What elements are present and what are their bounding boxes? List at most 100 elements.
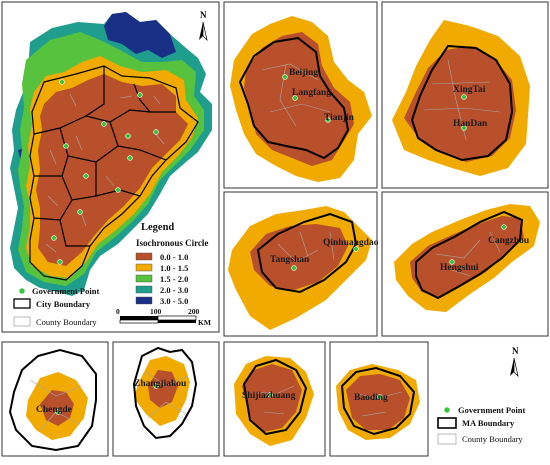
panel-tangshan: Qinhuangdao Tangshan: [223, 191, 379, 337]
legend-class-label: 3.0 - 5.0: [160, 296, 188, 306]
city-boundary-line: [61, 162, 97, 201]
government-point: [55, 409, 61, 415]
legend-swatch-4: [135, 296, 153, 305]
legend-class-label: 0.0 - 1.0: [160, 252, 188, 262]
north-arrow: N: [510, 346, 519, 378]
city-label: Tangshan: [270, 255, 310, 265]
north-label: N: [200, 10, 207, 20]
government-point: [63, 143, 69, 149]
iso-band-0to1: [250, 224, 348, 290]
legend-county-boundary: County Boundary: [462, 434, 523, 444]
government-point: [153, 383, 159, 389]
iso-band-0to1: [244, 32, 354, 166]
government-point: [449, 259, 455, 265]
county-boundary-lines: [435, 231, 501, 277]
ma-boundary: [8, 348, 97, 452]
city-boundary-line: [133, 83, 151, 113]
ma-boundary: [256, 212, 358, 294]
legend-title: Legend: [141, 222, 174, 233]
scale-tick: 100: [150, 307, 162, 316]
panel-cangzhou-hengshui: Cangzhou Hengshui: [381, 191, 549, 337]
iso-band-0to1: [148, 370, 178, 408]
iso-band-0to1: [410, 216, 524, 298]
city-label: Hengshui: [440, 263, 479, 273]
legend-government-point-icon: [443, 406, 451, 414]
city-label: Chengde: [36, 405, 72, 415]
scale-unit: KM: [198, 318, 211, 327]
legend-city-boundary-icon: [13, 298, 31, 309]
city-label: Qinhuangdao: [323, 238, 379, 248]
city-boundary-line: [109, 121, 167, 161]
legend-swatch-0: [135, 252, 153, 261]
north-arrow: N: [199, 10, 208, 42]
legend-government-point-icon: [18, 287, 26, 295]
ma-boundary: [340, 366, 416, 436]
iso-band-3to5: [104, 12, 176, 58]
bottom-legend: N Government Point MA Boundary County Bo…: [437, 346, 525, 445]
government-point: [101, 121, 107, 127]
ma-boundary: [132, 346, 198, 440]
government-point: [325, 117, 331, 123]
city-boundary-outline: [29, 65, 199, 281]
city-label: Beijing: [289, 68, 318, 78]
legend-class-label: 1.0 - 1.5: [160, 263, 188, 273]
legend-classes: 0.0 - 1.0 1.0 - 1.5 1.5 - 2.0 2.0 - 3.0 …: [135, 252, 188, 306]
panel-chengde: Chengde: [1, 341, 109, 457]
city-label: Shijiazhuang: [242, 391, 296, 401]
panel-beijing-tianjin: Beijing Langfang Tianjin: [223, 1, 378, 189]
legend-county-boundary-icon: [13, 316, 31, 327]
legend-city-boundary: City Boundary: [36, 299, 91, 309]
scale-tick: 0: [116, 307, 120, 316]
city-label: Zhangjiakou: [134, 379, 187, 389]
government-point: [353, 246, 359, 252]
legend-swatch-1: [135, 263, 153, 272]
city-label: Baoding: [354, 393, 388, 403]
ma-boundary: [242, 358, 308, 436]
city-label: Cangzhou: [488, 236, 530, 246]
city-boundary-line: [85, 109, 176, 123]
panel-shijiazhuang: Shijiazhuang: [223, 341, 326, 457]
city-label: XingTai: [453, 85, 486, 95]
panel-baoding: Baoding: [329, 341, 429, 457]
legend-government-point: Government Point: [458, 405, 525, 415]
ma-boundary: [415, 210, 524, 300]
scale-bar: 0 100 200 KM: [116, 307, 211, 327]
government-point: [153, 129, 159, 135]
government-point: [51, 235, 57, 241]
county-boundary-lines: [277, 231, 335, 263]
county-boundary-lines: [145, 371, 189, 419]
government-point: [59, 79, 65, 85]
legend-class-label: 2.0 - 3.0: [160, 285, 188, 295]
panel-zhangjiakou: Zhangjiakou: [112, 341, 220, 457]
government-point: [461, 125, 467, 131]
legend-county-boundary-icon: [437, 433, 457, 445]
government-point: [137, 92, 143, 98]
government-point: [77, 209, 83, 215]
scale-tick: 200: [188, 307, 200, 316]
government-point: [377, 394, 383, 400]
hebei-province: [10, 12, 212, 296]
legend-ma-boundary-icon: [437, 417, 457, 429]
overview-legend: Legend Isochronous Circle 0.0 - 1.0 1.0 …: [13, 222, 211, 327]
county-boundary-lines: [45, 93, 165, 253]
panel-xingtai-handan: XingTai HanDan: [381, 1, 549, 189]
government-point: [291, 265, 297, 271]
iso-band-0to1: [404, 46, 516, 162]
city-label: Tianjin: [324, 113, 355, 123]
city-label: HanDan: [453, 119, 488, 129]
government-point: [267, 392, 273, 398]
ma-boundary: [238, 36, 350, 160]
government-point: [501, 224, 507, 230]
overview-panel: N Legend Isochronous Circle 0.0 - 1.0 1.…: [1, 1, 220, 333]
legend-swatch-2: [135, 274, 153, 283]
government-point: [282, 74, 288, 80]
government-point: [83, 173, 89, 179]
city-boundary-line: [59, 219, 90, 247]
government-point: [461, 94, 467, 100]
county-boundary-lines: [255, 385, 295, 415]
legend-swatch-3: [135, 285, 153, 294]
city-boundary-line: [59, 127, 119, 163]
legend-subtitle: Isochronous Circle: [136, 238, 208, 248]
